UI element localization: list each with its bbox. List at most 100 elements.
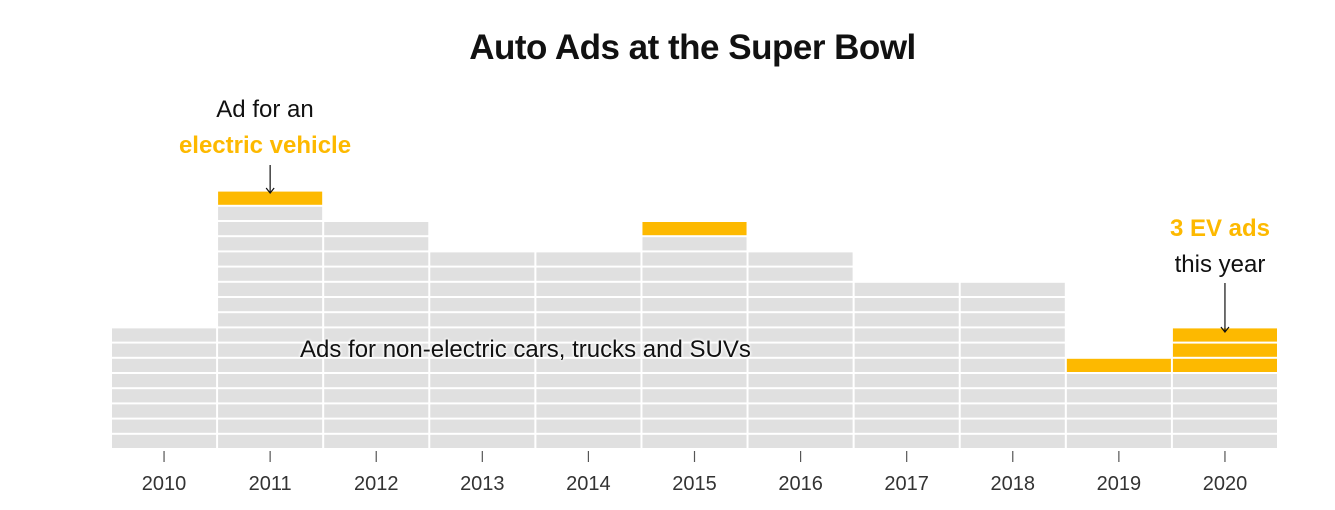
non-ev-ad-block [748,404,853,418]
x-tick-label: 2017 [884,473,929,495]
non-ev-ad-block [324,252,429,266]
non-ev-ad-block [324,237,429,251]
ev-ad-block [218,191,323,205]
non-ev-ad-block [1066,419,1171,433]
non-ev-ad-block [748,252,853,266]
non-ev-ad-block [854,389,959,403]
non-ev-ad-block [536,328,641,342]
arrow-2011-head [265,187,275,194]
non-ev-ad-block [642,267,747,281]
non-ev-ad-block [324,298,429,312]
non-ev-ad-block [324,404,429,418]
non-ev-ad-block [642,389,747,403]
x-tick-label: 2019 [1097,473,1142,495]
non-ev-ad-block [112,434,217,448]
non-ev-ad-block [960,358,1065,372]
non-ev-ad-block [536,343,641,357]
non-ev-ad-block [642,434,747,448]
non-ev-ad-block [430,389,535,403]
x-tick-label: 2014 [566,473,611,495]
non-ev-ad-block [430,313,535,327]
non-ev-ad-block [218,282,323,296]
x-tick-label: 2016 [778,473,823,495]
non-ev-ad-block [218,252,323,266]
annotation-ev-2020: 3 EV ads this year [1120,211,1320,283]
non-ev-ad-block [218,206,323,220]
chart-title: Auto Ads at the Super Bowl [469,28,916,67]
non-ev-ad-block [536,298,641,312]
non-ev-ad-block [1066,374,1171,388]
ev-ad-block [1066,358,1171,372]
non-ev-ad-block [642,419,747,433]
non-ev-ad-block [1172,374,1277,388]
non-ev-ad-block [960,404,1065,418]
non-ev-ad-block [642,358,747,372]
non-ev-ad-block [1066,404,1171,418]
annotation-ev-2011-line1: Ad for an [216,96,314,123]
non-ev-ad-block [536,404,641,418]
non-ev-ad-block [960,282,1065,296]
non-ev-ad-block [218,298,323,312]
non-ev-ad-block [748,298,853,312]
non-ev-ad-block [642,404,747,418]
non-ev-ad-block [536,252,641,266]
non-ev-ad-block [430,252,535,266]
non-ev-ad-block [324,419,429,433]
non-ev-ad-block [642,328,747,342]
non-ev-ad-block [854,434,959,448]
non-ev-ad-block [324,358,429,372]
x-tick-label: 2013 [460,473,505,495]
non-ev-ad-block [112,358,217,372]
non-ev-ad-block [430,298,535,312]
non-ev-ad-block [854,358,959,372]
non-ev-ad-block [642,343,747,357]
non-ev-ad-block [1172,389,1277,403]
non-ev-ad-block [1172,434,1277,448]
non-ev-ad-block [960,298,1065,312]
non-ev-ad-block [324,328,429,342]
x-tick-label: 2020 [1203,473,1248,495]
non-ev-ad-block [324,343,429,357]
non-ev-ad-block [536,374,641,388]
non-ev-ad-block [748,313,853,327]
non-ev-ad-block [536,282,641,296]
non-ev-ad-block [430,328,535,342]
non-ev-ad-block [430,419,535,433]
non-ev-label: Ads for non-electric cars, trucks and SU… [300,336,751,363]
non-ev-ad-block [642,374,747,388]
non-ev-ad-block [748,434,853,448]
non-ev-ad-block [536,419,641,433]
non-ev-ad-block [854,298,959,312]
non-ev-ad-block [960,313,1065,327]
non-ev-ad-block [430,282,535,296]
non-ev-ad-block [218,343,323,357]
non-ev-ad-block [112,328,217,342]
non-ev-ad-block [536,434,641,448]
non-ev-ad-block [536,389,641,403]
non-ev-ad-block [960,434,1065,448]
non-ev-ad-block [1172,404,1277,418]
non-ev-ad-block [218,389,323,403]
ev-ad-block [642,222,747,236]
non-ev-ad-block [430,434,535,448]
non-ev-ad-block [218,358,323,372]
non-ev-ad-block [854,328,959,342]
x-tick-label: 2018 [991,473,1036,495]
non-ev-ad-block [218,419,323,433]
non-ev-ad-block [536,358,641,372]
non-ev-ad-block [748,419,853,433]
non-ev-ad-block [1066,434,1171,448]
non-ev-ad-block [430,374,535,388]
non-ev-ad-block [430,267,535,281]
non-ev-ad-block [324,374,429,388]
non-ev-ad-block [854,419,959,433]
non-ev-ad-block [536,267,641,281]
non-ev-ad-block [960,389,1065,403]
non-ev-ad-block [218,267,323,281]
non-ev-ad-block [642,282,747,296]
non-ev-ad-block [324,222,429,236]
x-tick-label: 2010 [142,473,187,495]
ev-ad-block [1172,358,1277,372]
non-ev-ad-block [218,374,323,388]
x-tick-label: 2011 [249,473,292,495]
